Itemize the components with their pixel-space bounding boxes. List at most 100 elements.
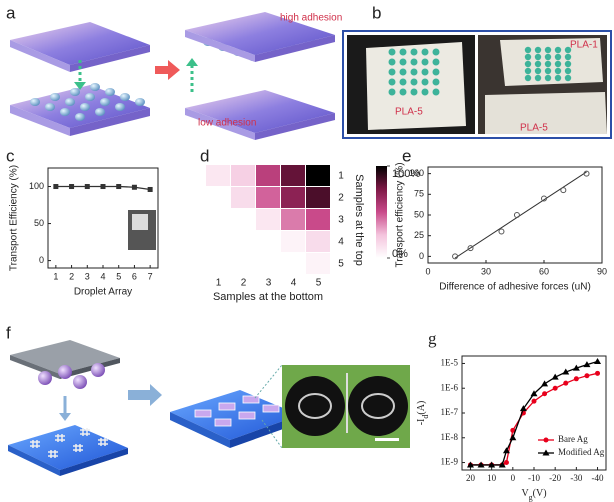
heat-cell	[231, 187, 255, 208]
substrate	[8, 425, 128, 470]
droplet	[399, 78, 407, 86]
panel-b: b PLA-5 PLA-1 PLA-5	[342, 3, 612, 139]
electrode-pair	[238, 411, 256, 420]
droplets	[388, 46, 572, 96]
marker	[573, 376, 579, 382]
y-tick-label: 1	[338, 171, 344, 182]
marker	[503, 460, 509, 466]
heat-cell	[281, 165, 305, 186]
scale-bar	[375, 438, 399, 441]
x-tick-label: 30	[481, 266, 491, 276]
droplet	[91, 363, 105, 377]
electrode	[98, 438, 108, 446]
heat-cell	[256, 209, 280, 230]
panel-label: b	[372, 3, 381, 22]
plate-edge	[10, 105, 70, 136]
x-tick-label: 5	[316, 278, 322, 289]
y-axis-label: Transport efficiency (%)	[395, 162, 406, 267]
substrate-edge	[60, 448, 128, 476]
xlabel: V	[521, 488, 529, 499]
x-tick-label: 6	[132, 271, 137, 281]
electrode	[48, 450, 58, 458]
droplet	[120, 93, 130, 101]
x-tick-label: 2	[69, 271, 74, 281]
droplet	[554, 46, 562, 54]
x-tick-label: 3	[266, 278, 272, 289]
y-axis-label: Transport Efficiency (%)	[9, 165, 20, 271]
plate-edge	[255, 35, 335, 62]
droplet	[410, 68, 418, 76]
marker	[595, 370, 601, 376]
droplet	[554, 60, 562, 68]
droplet	[544, 46, 552, 54]
x-tick-label: 90	[597, 266, 607, 276]
panel-f: f	[6, 323, 410, 476]
x-tick-label: 0	[425, 266, 430, 276]
marker	[452, 253, 459, 260]
panel-label: e	[402, 146, 411, 165]
electrode-pair	[194, 409, 212, 418]
droplet	[432, 78, 440, 86]
marker	[53, 184, 59, 190]
fit-line	[454, 171, 587, 259]
droplet	[399, 68, 407, 76]
marker	[509, 434, 517, 441]
droplet	[534, 74, 542, 82]
marker	[513, 212, 520, 218]
marker	[498, 228, 505, 235]
colorbar	[376, 166, 387, 258]
droplet	[432, 68, 440, 76]
heat-cell	[306, 165, 330, 186]
droplet	[388, 48, 396, 56]
droplet	[30, 98, 40, 106]
droplet	[432, 48, 440, 56]
plate-edge	[255, 113, 335, 140]
y-tick-label: 2	[338, 193, 344, 204]
arrow	[128, 384, 162, 406]
droplet	[534, 53, 542, 61]
droplet	[388, 78, 396, 86]
droplet	[421, 58, 429, 66]
heat-cell	[281, 209, 305, 230]
heat-cell	[206, 165, 230, 186]
substrate-edge	[8, 445, 60, 476]
droplet	[115, 103, 125, 111]
droplet	[75, 113, 85, 121]
droplet	[399, 88, 407, 96]
heat-cell	[256, 165, 280, 186]
marker	[84, 184, 90, 190]
electrodes	[30, 428, 108, 458]
heat-cell	[306, 209, 330, 230]
droplet	[524, 67, 532, 75]
photo-label: PLA-1	[570, 40, 598, 51]
droplet-image	[348, 376, 408, 436]
arrow-head	[59, 413, 71, 421]
droplet	[421, 48, 429, 56]
x-tick-label: 20	[466, 473, 476, 483]
x-axis-label: Droplet Array	[74, 287, 132, 298]
y-tick-label: 50	[34, 218, 44, 228]
panel-label: c	[6, 146, 15, 165]
substrate-edge	[170, 412, 230, 448]
x-tick-label: -10	[528, 473, 540, 483]
annotation: low adhesion	[198, 118, 256, 129]
zoom-line	[261, 419, 283, 449]
x-axis-label: Difference of adhesive forces (uN)	[439, 282, 591, 293]
droplet	[524, 46, 532, 54]
droplet	[100, 98, 110, 106]
marker	[542, 391, 548, 397]
marker	[498, 461, 506, 468]
droplet	[399, 58, 407, 66]
droplet	[534, 60, 542, 68]
marker	[563, 380, 569, 386]
y-tick-label: 100	[409, 168, 424, 178]
droplet	[410, 78, 418, 86]
droplet	[421, 88, 429, 96]
ylabel-unit: (A)	[416, 401, 427, 415]
droplet	[544, 67, 552, 75]
droplet	[410, 58, 418, 66]
y-tick-label: 1E-5	[441, 358, 459, 368]
heat-cell	[306, 253, 330, 274]
droplet	[388, 68, 396, 76]
droplet-image	[285, 376, 345, 436]
